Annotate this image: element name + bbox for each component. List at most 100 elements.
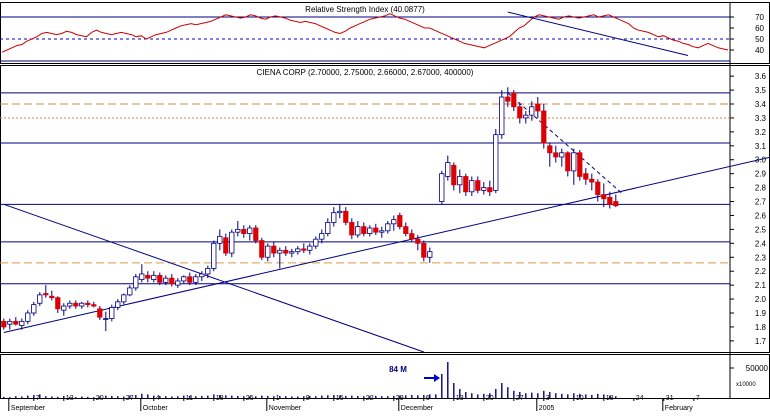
- price-tick-label: 3.2: [755, 128, 767, 137]
- candle-body: [211, 242, 217, 269]
- rsi-panel-frame: [0, 2, 770, 64]
- candle-body: [61, 305, 67, 311]
- candle-body: [523, 114, 529, 119]
- volume-arrow-head: [434, 374, 440, 382]
- candle-body: [517, 106, 523, 119]
- candle-body: [379, 230, 385, 233]
- rsi-line: [1, 13, 729, 53]
- candle-body: [421, 242, 427, 258]
- volume-annotation: 84 M: [389, 365, 407, 374]
- candle-body: [43, 293, 49, 296]
- volume-tick-label: 50000: [746, 364, 769, 373]
- x-day-label: 20: [96, 395, 104, 402]
- candle-body: [31, 304, 37, 314]
- price-tick-label: 2.9: [755, 170, 767, 179]
- candle-body: [403, 226, 409, 234]
- candle-body: [157, 274, 163, 283]
- x-day-label: 6: [426, 395, 430, 402]
- price-tick-label: 2.3: [755, 253, 767, 262]
- x-day-label: 4: [156, 395, 160, 402]
- candle-body: [7, 320, 13, 325]
- candle-body: [541, 110, 547, 144]
- volume-panel-frame: [0, 354, 770, 399]
- x-month-label: December: [401, 405, 434, 412]
- candle-body: [175, 280, 181, 286]
- x-day-label: 24: [636, 395, 644, 402]
- price-tick-label: 2.5: [755, 225, 767, 234]
- candle-body: [85, 302, 91, 306]
- price-trendline: [3, 156, 770, 333]
- x-day-label: 10: [576, 395, 584, 402]
- candle-body: [223, 237, 229, 254]
- rsi-trendline: [507, 11, 689, 56]
- x-day-label: 18: [606, 395, 614, 402]
- price-tick-label: 2.2: [755, 267, 767, 276]
- volume-unit-label: x10000: [736, 382, 756, 388]
- candle-body: [55, 297, 61, 310]
- candle-body: [601, 194, 607, 200]
- x-day-label: 22: [366, 395, 374, 402]
- candle-body: [67, 302, 73, 307]
- candle-body: [535, 103, 541, 112]
- candle-body: [313, 238, 319, 247]
- x-day-label: 3: [546, 395, 550, 402]
- candle-body: [79, 302, 85, 307]
- candle-body: [355, 226, 361, 236]
- x-day-label: 7: [36, 395, 40, 402]
- candle-body: [169, 277, 175, 285]
- candle-body: [181, 276, 187, 282]
- price-tick-label: 2.6: [755, 211, 767, 220]
- price-tick-label: 2.8: [755, 184, 767, 193]
- x-day-label: 31: [666, 395, 674, 402]
- candle-body: [97, 308, 103, 318]
- candle-body: [139, 273, 145, 280]
- price-trendline: [507, 92, 623, 194]
- x-day-label: 27: [126, 395, 134, 402]
- candle-body: [391, 219, 397, 225]
- candle-body: [589, 178, 595, 183]
- candle-body: [445, 162, 451, 177]
- candle-body: [127, 287, 133, 296]
- candle-body: [109, 307, 115, 319]
- candle-body: [217, 235, 223, 244]
- candle-body: [265, 245, 271, 258]
- candle-body: [1, 320, 7, 328]
- price-tick-label: 3.1: [755, 142, 767, 151]
- candle-body: [133, 276, 139, 289]
- candle-body: [25, 312, 31, 322]
- candle-body: [505, 96, 511, 102]
- candle-body: [187, 276, 193, 283]
- price-tick-label: 2.7: [755, 198, 767, 207]
- x-month-label: October: [143, 405, 169, 412]
- price-tick-label: 3.6: [755, 72, 767, 81]
- candle-body: [481, 187, 487, 191]
- x-day-label: 25: [246, 395, 254, 402]
- candle-body: [553, 152, 559, 158]
- x-day-label: 7: [696, 395, 700, 402]
- candle-body: [247, 227, 253, 234]
- rsi-tick-label: 40: [755, 46, 764, 55]
- candle-body: [235, 228, 241, 233]
- price-tick-label: 3.5: [755, 86, 767, 95]
- candle-body: [319, 233, 325, 240]
- x-day-label: 18: [216, 395, 224, 402]
- candle-body: [451, 164, 457, 186]
- price-tick-label: 3.3: [755, 114, 767, 123]
- candle-body: [199, 273, 205, 278]
- candle-body: [163, 277, 169, 283]
- candle-body: [385, 223, 391, 232]
- candle-body: [19, 320, 25, 326]
- candle-body: [151, 274, 157, 280]
- candle-body: [487, 187, 493, 193]
- candle-body: [547, 145, 553, 154]
- candle-body: [559, 152, 565, 158]
- rsi-tick-label: 50: [755, 35, 764, 44]
- x-day-label: 13: [456, 395, 464, 402]
- x-day-label: 8: [306, 395, 310, 402]
- x-day-label: 29: [396, 395, 404, 402]
- candle-body: [493, 134, 499, 191]
- price-tick-label: 2.4: [755, 239, 767, 248]
- candle-body: [115, 301, 121, 308]
- rsi-tick-label: 60: [755, 24, 764, 33]
